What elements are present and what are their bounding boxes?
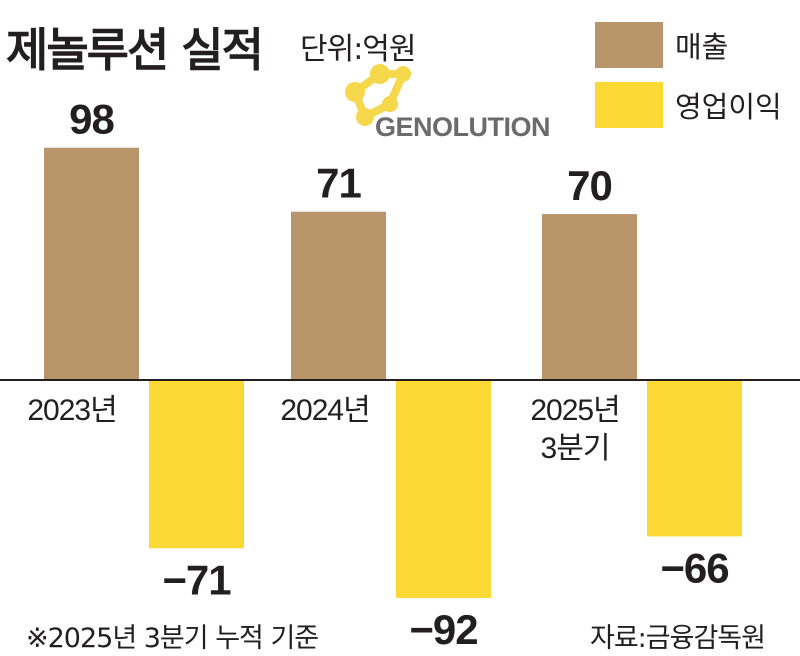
legend-swatch-sales [595, 22, 663, 68]
data-label-operating-profit-1: −92 [409, 606, 477, 653]
category-label-2-0: 2025년 [530, 394, 619, 427]
legend-item-sales: 매출 [595, 22, 782, 68]
logo-text: GENOLUTION [375, 112, 551, 142]
data-label-sales-2: 70 [567, 162, 612, 209]
category-label-0-0: 2023년 [27, 394, 116, 427]
data-label-operating-profit-2: −66 [660, 544, 728, 591]
bar-operating-profit-0 [149, 380, 244, 549]
legend-swatch-operating-profit [595, 82, 663, 128]
category-label-1-0: 2024년 [280, 394, 369, 427]
legend-label-sales: 매출 [675, 30, 729, 64]
source-label: 자료:금융감독원 [590, 623, 766, 654]
data-label-sales-1: 71 [316, 160, 361, 207]
chart-title: 제놀루션 실적 [6, 23, 264, 77]
genolution-logo-mark [345, 64, 411, 126]
genolution-logo: GENOLUTION [345, 62, 551, 142]
bar-operating-profit-2 [647, 380, 742, 537]
unit-label: 단위:억원 [300, 32, 417, 67]
category-label-2-1: 3분기 [541, 432, 610, 465]
bar-operating-profit-1 [396, 380, 491, 599]
data-label-operating-profit-0: −71 [162, 556, 231, 603]
bar-sales-2 [542, 214, 637, 380]
legend: 매출 영업이익 [595, 22, 782, 142]
bar-sales-1 [291, 211, 386, 380]
legend-item-operating-profit: 영업이익 [595, 82, 782, 128]
data-label-sales-0: 98 [69, 96, 114, 143]
legend-label-operating-profit: 영업이익 [675, 90, 782, 124]
bar-sales-0 [44, 147, 139, 380]
footnote: ※2025년 3분기 누적 기준 [26, 623, 319, 654]
